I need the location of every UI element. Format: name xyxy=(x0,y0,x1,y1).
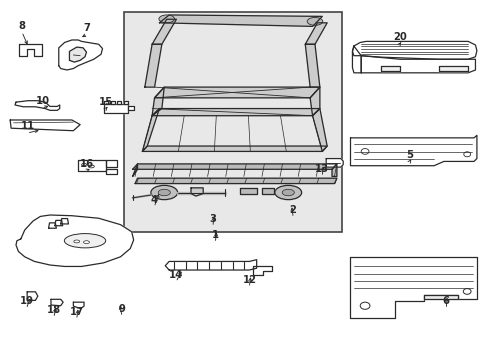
Polygon shape xyxy=(424,295,458,298)
Polygon shape xyxy=(380,66,399,71)
Polygon shape xyxy=(159,15,322,26)
Polygon shape xyxy=(16,215,133,266)
Text: 7: 7 xyxy=(83,23,90,33)
Polygon shape xyxy=(142,109,159,152)
Text: 13: 13 xyxy=(315,164,328,174)
Text: 18: 18 xyxy=(47,305,61,315)
Polygon shape xyxy=(361,56,474,73)
Polygon shape xyxy=(106,169,117,174)
Polygon shape xyxy=(305,44,319,87)
Polygon shape xyxy=(59,40,102,70)
Bar xyxy=(123,12,341,232)
Polygon shape xyxy=(191,188,203,196)
Polygon shape xyxy=(331,164,336,176)
Ellipse shape xyxy=(88,165,94,168)
Text: 19: 19 xyxy=(20,296,34,306)
Text: 9: 9 xyxy=(118,304,125,314)
Polygon shape xyxy=(305,23,326,44)
Polygon shape xyxy=(51,299,63,306)
Ellipse shape xyxy=(83,241,89,244)
Text: 12: 12 xyxy=(242,275,256,285)
Ellipse shape xyxy=(74,240,80,243)
Text: 8: 8 xyxy=(19,21,26,31)
Polygon shape xyxy=(69,47,86,62)
Ellipse shape xyxy=(282,189,294,196)
Text: 3: 3 xyxy=(209,214,216,224)
Ellipse shape xyxy=(64,234,105,248)
Ellipse shape xyxy=(274,185,301,200)
Ellipse shape xyxy=(158,189,170,196)
Polygon shape xyxy=(104,104,127,113)
Polygon shape xyxy=(152,109,319,116)
Text: 6: 6 xyxy=(442,296,449,306)
Ellipse shape xyxy=(306,18,322,25)
Polygon shape xyxy=(15,101,60,111)
Polygon shape xyxy=(239,188,256,194)
Polygon shape xyxy=(117,101,121,104)
Ellipse shape xyxy=(81,163,86,166)
Text: 4: 4 xyxy=(151,195,158,204)
Polygon shape xyxy=(78,160,106,171)
Polygon shape xyxy=(165,260,256,270)
Polygon shape xyxy=(20,44,41,56)
Polygon shape xyxy=(48,223,56,228)
Text: 10: 10 xyxy=(36,96,50,107)
Polygon shape xyxy=(55,220,62,226)
Text: 11: 11 xyxy=(21,121,35,131)
Polygon shape xyxy=(152,87,164,116)
Text: 1: 1 xyxy=(211,230,219,240)
Polygon shape xyxy=(27,292,38,300)
Ellipse shape xyxy=(159,15,174,23)
Polygon shape xyxy=(154,87,319,98)
Text: 20: 20 xyxy=(392,32,406,42)
Text: 5: 5 xyxy=(406,150,412,160)
Polygon shape xyxy=(132,164,336,169)
Polygon shape xyxy=(142,146,326,152)
Polygon shape xyxy=(152,19,176,44)
Polygon shape xyxy=(10,120,80,131)
Polygon shape xyxy=(253,266,271,275)
Polygon shape xyxy=(104,101,108,104)
Polygon shape xyxy=(111,101,115,104)
Polygon shape xyxy=(352,46,361,73)
Ellipse shape xyxy=(151,185,177,200)
Text: 16: 16 xyxy=(79,159,93,169)
Polygon shape xyxy=(61,219,68,224)
Polygon shape xyxy=(106,160,117,167)
Text: 17: 17 xyxy=(70,307,83,317)
Polygon shape xyxy=(144,44,162,87)
Polygon shape xyxy=(312,109,326,152)
Polygon shape xyxy=(350,257,476,318)
Polygon shape xyxy=(438,66,467,71)
Text: 2: 2 xyxy=(289,205,296,215)
Polygon shape xyxy=(127,107,133,110)
Polygon shape xyxy=(325,158,343,167)
Polygon shape xyxy=(73,302,84,309)
Polygon shape xyxy=(261,188,273,194)
Text: 15: 15 xyxy=(99,97,113,107)
Polygon shape xyxy=(350,135,476,166)
Text: 14: 14 xyxy=(169,270,183,280)
Polygon shape xyxy=(309,87,319,116)
Polygon shape xyxy=(135,178,336,184)
Polygon shape xyxy=(132,164,137,176)
Polygon shape xyxy=(123,101,127,104)
Polygon shape xyxy=(352,41,476,59)
